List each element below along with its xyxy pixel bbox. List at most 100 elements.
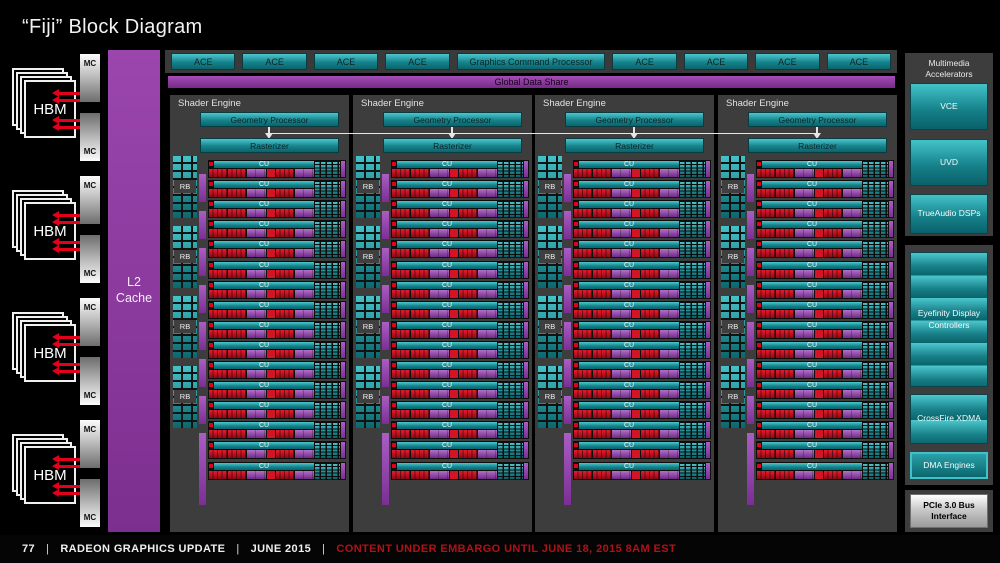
cu-redsm-segment <box>450 430 458 439</box>
texture-unit-grid <box>863 382 888 399</box>
cu-label-bar: CU <box>579 321 679 329</box>
texture-unit-grid <box>498 422 523 439</box>
cu-purple-segment <box>843 269 862 278</box>
cu-redsm-segment <box>450 289 458 298</box>
footer-separator: | <box>322 543 326 555</box>
cu-marker <box>757 162 761 166</box>
memory-link-arrow <box>52 218 80 227</box>
cu-purple-segment <box>795 309 814 318</box>
cu-simd-row <box>392 329 497 338</box>
cu-label-bar: CU <box>762 241 862 249</box>
texture-unit-grid <box>315 201 340 218</box>
memory-link-arrow <box>52 482 80 491</box>
cu-redsm-segment <box>267 229 275 238</box>
cu-red-segment <box>757 289 775 298</box>
cu-top: CU <box>392 301 497 309</box>
cu-top: CU <box>574 382 679 390</box>
compute-unit-row: CU <box>756 361 894 379</box>
cu-label-bar: CU <box>397 382 497 390</box>
cu-red-segment <box>209 209 227 218</box>
cu-label-bar: CU <box>397 241 497 249</box>
cu-label-bar: CU <box>397 261 497 269</box>
texture-unit-grid <box>315 382 340 399</box>
cu-simd-row <box>209 289 314 298</box>
cu-purple-segment <box>660 470 679 479</box>
cu-redsm-segment <box>632 249 640 258</box>
cu-purple-segment <box>247 430 266 439</box>
cu-redsm-segment <box>267 410 275 419</box>
cu-end-strip <box>524 341 528 358</box>
texture-unit-grid <box>863 181 888 198</box>
compute-unit-row: CU <box>391 461 529 480</box>
cu-purple-segment <box>660 329 679 338</box>
command-processor-strip: ACE ACE ACE ACE Graphics Command Processor AC… <box>165 50 897 73</box>
cu-simd-row <box>209 450 314 459</box>
cu-red-segment <box>392 349 410 358</box>
cu-red-segment <box>757 370 775 378</box>
cu-redsm-segment <box>632 329 640 338</box>
cu-red-segment <box>757 189 775 198</box>
compute-unit-row: CU <box>208 240 346 259</box>
cu-top: CU <box>757 221 862 229</box>
cu-label-bar: CU <box>579 382 679 390</box>
cu-top: CU <box>392 422 497 430</box>
render-backend-strip: RB <box>721 366 745 428</box>
cu-red-segment <box>776 329 794 338</box>
compute-unit-row: CU <box>756 421 894 440</box>
cu-purple-segment <box>247 329 266 338</box>
cu-red-segment <box>776 430 794 439</box>
cu-marker <box>392 202 396 207</box>
cu-main: CU <box>757 442 862 459</box>
geometry-connector-line <box>269 132 818 134</box>
cu-red-segment <box>574 349 592 358</box>
cu-red-segment <box>392 269 410 278</box>
cu-main: CU <box>757 281 862 298</box>
cu-red-segment <box>641 370 659 378</box>
memory-link-arrow <box>52 367 80 376</box>
cu-end-strip <box>706 321 710 338</box>
cu-marker <box>574 222 578 227</box>
cu-top: CU <box>574 402 679 410</box>
cu-end-strip <box>341 442 345 459</box>
cu-red-segment <box>411 309 429 318</box>
ace-block: ACE <box>683 53 749 70</box>
compute-unit-row: CU <box>573 300 711 319</box>
cu-purple-segment <box>660 269 679 278</box>
cu-label-bar: CU <box>397 321 497 329</box>
cu-top: CU <box>209 321 314 329</box>
cu-red-segment <box>459 169 477 177</box>
texture-unit-grid <box>315 341 340 358</box>
cu-marker <box>209 242 213 247</box>
cu-redsm-segment <box>450 450 458 459</box>
cu-purple-segment <box>430 470 449 479</box>
cu-top: CU <box>209 341 314 349</box>
cu-simd-row <box>392 430 497 439</box>
cu-purple-segment <box>478 470 497 479</box>
cu-marker <box>757 342 761 347</box>
cu-red-segment <box>392 189 410 198</box>
cu-marker <box>209 403 213 408</box>
cu-red-segment <box>411 430 429 439</box>
cu-redsm-segment <box>450 470 458 479</box>
l2-cache-block: L2 Cache <box>108 50 160 532</box>
cu-simd-row <box>209 349 314 358</box>
memory-controller-label: MC <box>83 59 97 68</box>
cu-red-segment <box>593 189 611 198</box>
texture-unit-grid <box>498 321 523 338</box>
cu-purple-segment <box>612 470 631 479</box>
cu-marker <box>574 322 578 327</box>
cu-purple-segment <box>478 430 497 439</box>
texture-unit-grid <box>863 362 888 378</box>
cu-simd-row <box>574 349 679 358</box>
cu-simd-row <box>209 229 314 238</box>
cu-marker <box>209 282 213 287</box>
cu-end-strip <box>341 462 345 479</box>
cu-purple-segment <box>612 209 631 218</box>
memory-link-arrow-head <box>52 360 59 369</box>
lds-bar <box>747 211 754 239</box>
cu-label-bar: CU <box>579 402 679 410</box>
cu-redsm-segment <box>267 189 275 198</box>
cu-marker <box>757 222 761 227</box>
footer-date: JUNE 2015 <box>250 543 312 555</box>
cu-end-strip <box>524 442 528 459</box>
